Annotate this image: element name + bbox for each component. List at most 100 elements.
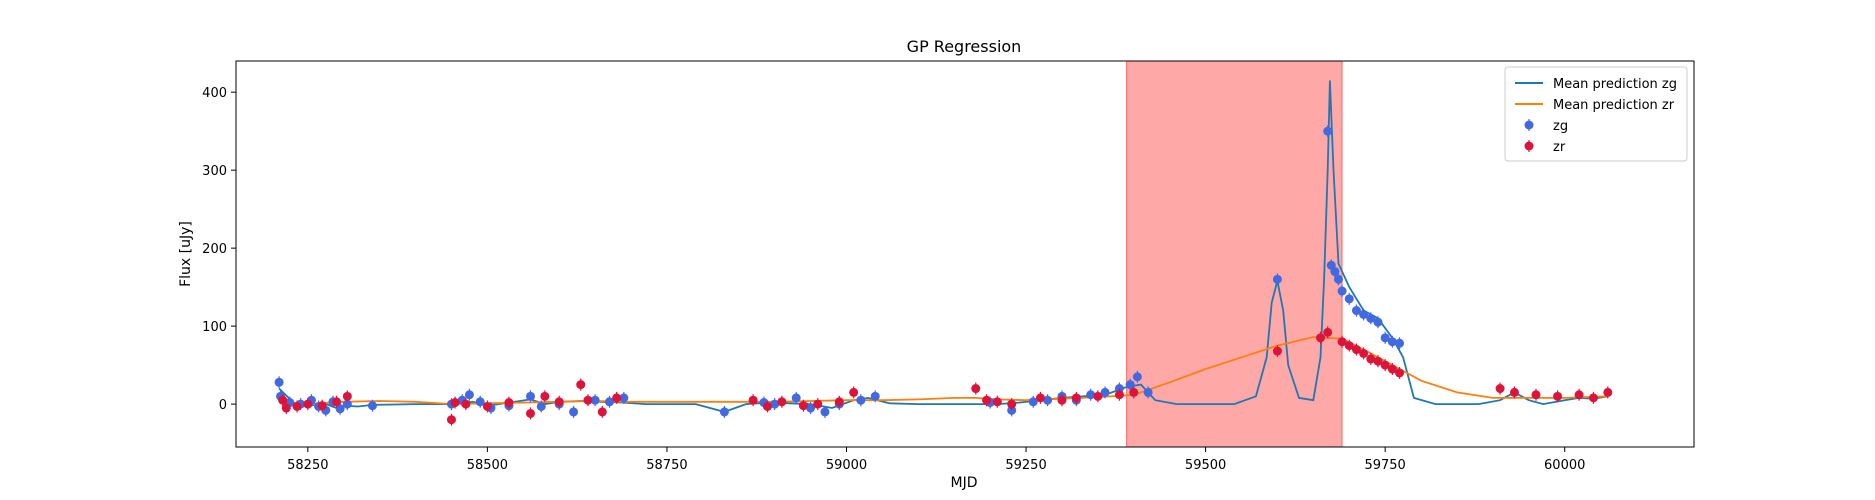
data-point-zg bbox=[1323, 126, 1333, 136]
data-point-zg bbox=[1380, 333, 1390, 343]
data-point-zg bbox=[1100, 387, 1110, 397]
data-point-zg bbox=[1125, 380, 1135, 390]
data-point-zg bbox=[1395, 338, 1405, 348]
data-point-zg bbox=[1043, 395, 1053, 405]
data-point-zr bbox=[971, 384, 981, 394]
data-point-zr bbox=[982, 395, 992, 405]
data-point-zr bbox=[1316, 333, 1326, 343]
data-point-zr bbox=[482, 401, 492, 411]
legend-swatch-zg bbox=[1524, 120, 1534, 130]
legend-label-zg: zg bbox=[1553, 119, 1568, 134]
data-point-zg bbox=[525, 391, 535, 401]
data-point-zr bbox=[1337, 337, 1347, 347]
data-point-zr bbox=[1071, 393, 1081, 403]
x-tick-label: 60000 bbox=[1544, 458, 1585, 473]
data-point-zr bbox=[1344, 341, 1354, 351]
x-tick-label: 58500 bbox=[467, 458, 508, 473]
data-point-zr bbox=[813, 399, 823, 409]
data-point-zg bbox=[1373, 317, 1383, 327]
data-point-zr bbox=[1114, 390, 1124, 400]
data-point-zr bbox=[554, 397, 564, 407]
data-point-zr bbox=[1129, 387, 1139, 397]
data-point-zg bbox=[1387, 337, 1397, 347]
data-point-zr bbox=[748, 395, 758, 405]
data-point-zg bbox=[1333, 274, 1343, 284]
data-point-zr bbox=[1373, 356, 1383, 366]
series-points-zr bbox=[278, 326, 1613, 426]
data-point-zr bbox=[1057, 395, 1067, 405]
data-point-zr bbox=[992, 397, 1002, 407]
x-tick-label: 59500 bbox=[1185, 458, 1226, 473]
data-point-zr bbox=[1395, 368, 1405, 378]
x-tick-label: 59750 bbox=[1364, 458, 1405, 473]
y-tick-label: 300 bbox=[202, 164, 227, 179]
data-point-zr bbox=[762, 401, 772, 411]
data-point-zr bbox=[1323, 327, 1333, 337]
data-point-zr bbox=[597, 407, 607, 417]
data-point-zg bbox=[770, 399, 780, 409]
y-axis: 0 100 200 300 400 bbox=[202, 86, 236, 413]
data-point-zr bbox=[798, 401, 808, 411]
data-point-zr bbox=[342, 391, 352, 401]
legend-label-mean-prediction-zg: Mean prediction zg bbox=[1553, 77, 1677, 92]
data-point-zg bbox=[367, 401, 377, 411]
data-point-zr bbox=[777, 397, 787, 407]
data-point-zg bbox=[1337, 286, 1347, 296]
shaded-region bbox=[1126, 61, 1343, 447]
data-point-zr bbox=[540, 391, 550, 401]
data-point-zg bbox=[856, 395, 866, 405]
x-axis-label: MJD bbox=[951, 475, 978, 491]
data-point-zr bbox=[1553, 391, 1563, 401]
data-point-zg bbox=[604, 397, 614, 407]
legend: Mean prediction zg Mean prediction zr zg zr bbox=[1504, 66, 1688, 162]
data-point-zg bbox=[791, 393, 801, 403]
data-point-zr bbox=[1093, 391, 1103, 401]
data-point-zr bbox=[834, 397, 844, 407]
data-point-zr bbox=[317, 401, 327, 411]
x-tick-label: 59000 bbox=[826, 458, 867, 473]
data-point-zg bbox=[719, 407, 729, 417]
series-points-zg bbox=[274, 125, 1405, 418]
legend-label-zr: zr bbox=[1553, 140, 1566, 155]
data-point-zg bbox=[536, 401, 546, 411]
data-point-zg bbox=[806, 403, 816, 413]
data-point-zr bbox=[849, 387, 859, 397]
data-point-zg bbox=[619, 393, 629, 403]
x-tick-label: 58250 bbox=[287, 458, 328, 473]
y-tick-label: 0 bbox=[219, 398, 227, 413]
data-point-zg bbox=[1132, 372, 1142, 382]
data-point-zr bbox=[1272, 346, 1282, 356]
data-point-zg bbox=[1143, 387, 1153, 397]
legend-label-mean-prediction-zr: Mean prediction zr bbox=[1553, 98, 1675, 113]
series-line-mean-prediction-zg bbox=[278, 80, 1608, 413]
data-point-zg bbox=[342, 399, 352, 409]
data-point-zr bbox=[281, 403, 291, 413]
data-point-zg bbox=[1028, 397, 1038, 407]
data-point-zr bbox=[332, 397, 342, 407]
data-point-zg bbox=[590, 395, 600, 405]
data-point-zr bbox=[278, 395, 288, 405]
data-point-zr bbox=[1495, 384, 1505, 394]
data-point-zg bbox=[1344, 294, 1354, 304]
data-point-zg bbox=[1086, 390, 1096, 400]
data-point-zg bbox=[820, 407, 830, 417]
data-point-zg bbox=[274, 377, 284, 387]
data-point-zg bbox=[1330, 267, 1340, 277]
data-point-zr bbox=[446, 415, 456, 425]
data-point-zg bbox=[464, 390, 474, 400]
chart-title: GP Regression bbox=[907, 37, 1022, 56]
y-tick-label: 200 bbox=[202, 242, 227, 257]
y-axis-label: Flux [uJy] bbox=[178, 221, 194, 287]
data-point-zr bbox=[1366, 354, 1376, 364]
data-point-zr bbox=[1574, 390, 1584, 400]
data-point-zg bbox=[475, 397, 485, 407]
data-point-zr bbox=[1387, 364, 1397, 374]
data-point-zr bbox=[1359, 348, 1369, 358]
data-point-zr bbox=[1531, 390, 1541, 400]
data-point-zg bbox=[1272, 274, 1282, 284]
y-tick-label: 400 bbox=[202, 86, 227, 101]
data-point-zr bbox=[612, 393, 622, 403]
data-point-zr bbox=[450, 398, 460, 408]
data-point-zr bbox=[1380, 360, 1390, 370]
